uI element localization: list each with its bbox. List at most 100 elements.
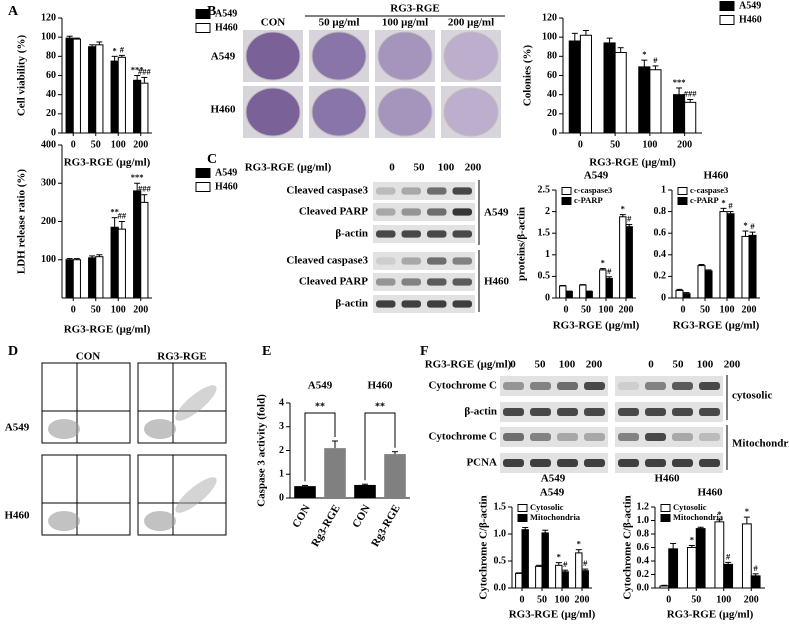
bar <box>686 547 697 589</box>
x-axis-label: RG3-RGE (μg/ml) <box>64 157 151 169</box>
blot-strip <box>373 203 475 221</box>
legend-label: c-PARP <box>574 195 603 205</box>
y-tick-label: 40 <box>46 89 56 100</box>
cell-cloud <box>175 477 217 513</box>
bar <box>675 289 684 299</box>
significance-mark: * <box>743 220 747 230</box>
dose: 100 <box>559 359 576 371</box>
blot-strip <box>373 182 475 200</box>
y-tick-label: 0 <box>661 292 666 303</box>
row-label: A549 <box>211 51 236 63</box>
legend-swatch <box>195 9 211 19</box>
comparison-label: ** <box>315 401 325 412</box>
blot-band <box>427 230 447 238</box>
bar <box>354 484 376 498</box>
panel-label: B <box>207 4 216 19</box>
y-tick-label: 0 <box>552 127 557 138</box>
x-tick-label: 0 <box>666 594 671 605</box>
y-tick-label: 3 <box>279 421 284 432</box>
bar <box>88 257 97 299</box>
bar <box>659 585 670 589</box>
bar <box>95 44 104 134</box>
x-tick-label: CON <box>350 503 373 530</box>
blot-band <box>376 208 396 216</box>
bar <box>65 259 74 299</box>
y-tick-label: 0.5 <box>494 555 507 566</box>
dose: 100 <box>697 359 714 371</box>
legend-label: Mitochondria <box>673 512 724 522</box>
y-tick-label: 200 <box>41 216 56 227</box>
bar <box>117 56 126 134</box>
blot-band <box>503 433 524 441</box>
y-tick-label: 40 <box>547 89 557 100</box>
blot-band <box>452 278 472 286</box>
column-label: 100 μg/ml <box>382 17 428 29</box>
bar <box>750 575 761 589</box>
significance-mark: *** <box>131 172 144 182</box>
column-label: RG3-RGE <box>157 351 207 363</box>
bar <box>585 291 593 299</box>
y-axis-label: Colonies (%) <box>522 44 534 106</box>
bar <box>110 226 119 299</box>
legend-label: c-PARP <box>690 195 719 205</box>
legend-swatch <box>719 1 735 11</box>
bar <box>726 213 735 299</box>
x-axis-label: RG3-RGE (μg/ml) <box>673 320 760 332</box>
colony-plate <box>311 31 367 81</box>
blot-group: H460 <box>654 473 680 485</box>
blot-band <box>376 187 396 195</box>
y-tick-label: 0.4 <box>637 555 650 566</box>
blot-band <box>618 382 639 390</box>
significance-mark: * <box>557 552 561 562</box>
significance-mark: * <box>642 49 646 59</box>
significance-mark: * <box>621 204 625 214</box>
legend-swatch <box>719 15 735 25</box>
y-axis-label: LDH release ratio (%) <box>16 169 28 275</box>
x-tick-label: 50 <box>581 304 591 315</box>
y-tick-label: 1.5 <box>494 501 507 512</box>
x-tick-label: 0 <box>564 304 569 315</box>
y-tick-label: 20 <box>46 108 56 119</box>
x-tick-label: 100 <box>720 304 735 315</box>
blot-strip <box>615 453 723 473</box>
y-tick-label: 1 <box>279 469 284 480</box>
significance-mark: * <box>745 506 749 516</box>
bar <box>668 548 679 589</box>
y-tick-label: 1.2 <box>637 501 650 512</box>
legend-swatch <box>561 197 572 205</box>
bar <box>695 528 706 589</box>
x-axis-label: RG3-RGE (μg/ml) <box>553 320 640 332</box>
x-tick-label: 50 <box>610 139 620 150</box>
bar <box>324 448 346 498</box>
cell-cloud <box>144 419 176 439</box>
y-axis-label: Cytochrome C/β-actin <box>622 495 634 599</box>
blot-band <box>503 382 524 390</box>
dose: 200 <box>586 359 603 371</box>
y-tick-label: 100 <box>41 254 56 265</box>
row-label: H460 <box>4 510 30 522</box>
blot-row-label: Cleaved PARP <box>299 276 368 288</box>
blot-band <box>645 382 666 390</box>
significance-mark: * <box>721 197 725 207</box>
y-axis-label: proteins/β-actin <box>516 207 528 281</box>
blot-band <box>672 408 693 416</box>
bar <box>110 60 119 134</box>
legend-swatch <box>195 182 211 192</box>
significance-mark: * <box>717 509 721 519</box>
blot-row-label: β-actin <box>335 228 368 240</box>
y-tick-label: 2 <box>279 445 284 456</box>
blot-band <box>401 257 421 265</box>
blot-band <box>699 459 720 467</box>
group-label: A549 <box>308 380 333 392</box>
y-tick-label: 100 <box>41 31 56 42</box>
legend-label: H460 <box>215 181 238 192</box>
colony-plate <box>443 31 499 81</box>
blot-band <box>376 257 396 265</box>
bar <box>673 94 686 134</box>
x-tick-label: 0 <box>681 304 686 315</box>
bar <box>579 284 587 299</box>
blot-band <box>584 382 605 390</box>
cell-cloud <box>175 385 217 421</box>
blot-row-label: Cleaved PARP <box>299 206 368 218</box>
blot-band <box>672 382 693 390</box>
